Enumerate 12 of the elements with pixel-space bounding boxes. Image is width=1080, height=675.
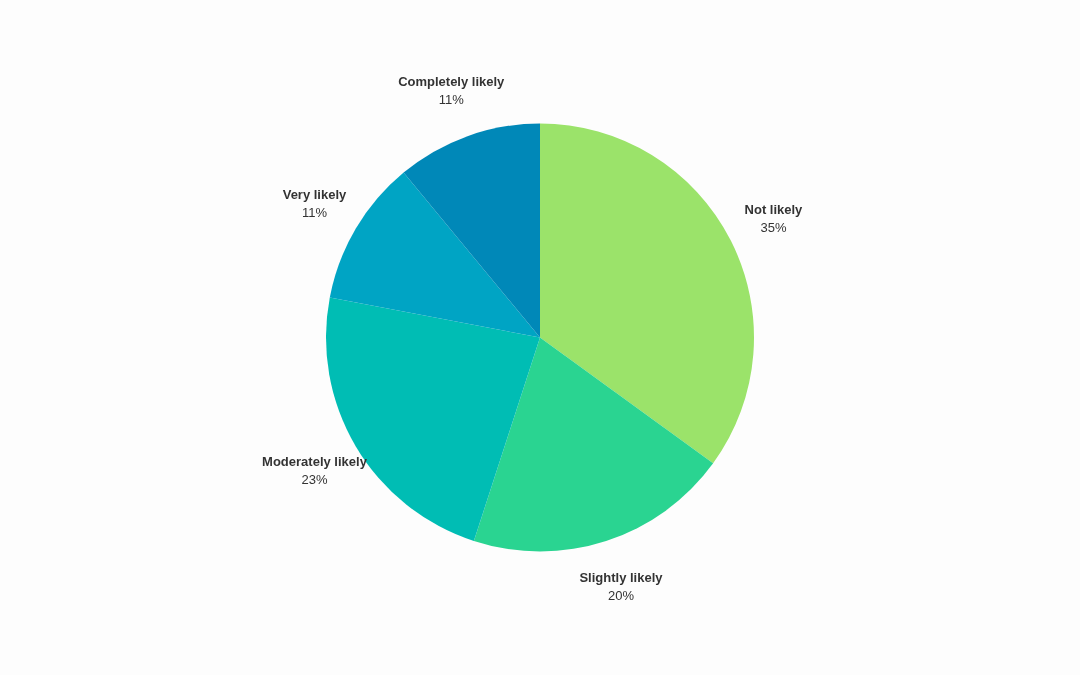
slice-label: Not likely bbox=[744, 201, 804, 217]
pie-slice bbox=[473, 337, 714, 552]
data-label: 23% bbox=[301, 471, 328, 487]
data-label: 20% bbox=[607, 587, 635, 603]
slice-label: Completely likely bbox=[398, 73, 506, 89]
data-label: 11% bbox=[301, 205, 328, 221]
slice-label: Very likely bbox=[282, 187, 348, 203]
slice-label: Moderately likely bbox=[262, 453, 368, 469]
pie-slice bbox=[403, 123, 540, 338]
slice-label: Slightly likely bbox=[579, 569, 664, 585]
data-label: 35% bbox=[760, 219, 787, 235]
data-label: 11% bbox=[438, 91, 465, 107]
